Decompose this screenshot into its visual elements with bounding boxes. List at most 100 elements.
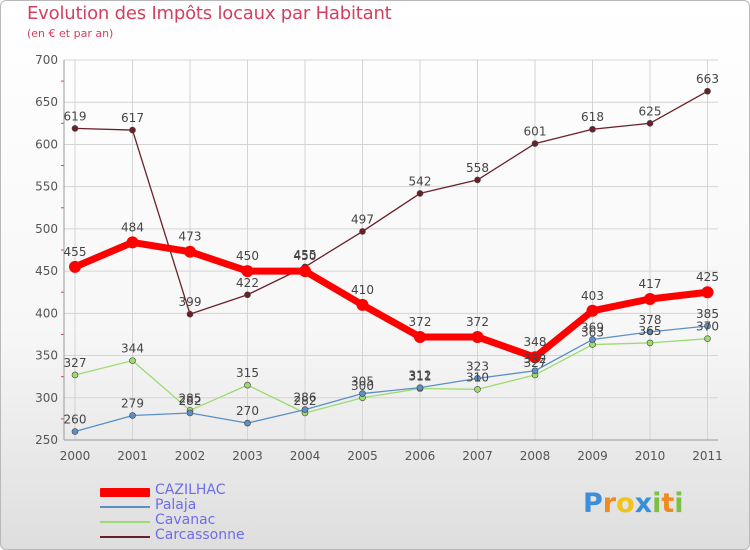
data-label-cavanac: 282 [294,394,317,408]
data-label-palaja: 260 [64,413,87,427]
data-label-carcassonne: 618 [581,110,604,124]
data-label-cazilhac: 473 [179,230,202,244]
data-label-carcassonne: 497 [351,212,374,226]
data-point-carcassonne [531,140,539,147]
data-point-carcassonne [704,87,711,95]
series-line-palaja [74,325,709,433]
logo-letter: P [583,488,603,519]
data-label-cazilhac: 410 [351,283,374,297]
y-tick-label: 400 [35,306,58,320]
data-point-cavanac [704,335,711,342]
data-label-cazilhac: 450 [236,249,259,263]
data-label-cazilhac: 348 [524,335,547,349]
data-point-cazilhac [69,260,81,273]
legend-swatch-carcassonne [100,536,150,538]
data-point-palaja [71,428,79,435]
data-label-carcassonne: 455 [294,248,317,262]
data-point-cavanac [646,339,654,347]
data-point-carcassonne [416,190,424,197]
data-point-palaja [359,390,366,397]
x-tick-label: 2009 [577,449,608,463]
legend-item-carcassonne: Carcassonne [100,527,320,544]
x-tick-label: 2010 [635,449,666,463]
legend-label-cavanac: Cavanac [155,512,216,528]
x-tick-label: 2003 [232,449,263,463]
data-point-cazilhac [586,304,599,317]
data-label-palaja: 286 [294,391,317,405]
data-point-cazilhac [356,298,369,311]
data-point-palaja [704,322,711,330]
logo-letter: x [634,488,653,519]
data-point-cazilhac [414,330,426,343]
data-point-palaja [474,375,481,382]
chart-title: Evolution des Impôts locaux par Habitant [27,3,392,24]
x-tick-label: 2002 [175,449,206,463]
data-point-palaja [186,409,194,417]
data-label-cazilhac: 417 [639,277,662,291]
data-label-carcassonne: 601 [524,125,547,139]
data-label-carcassonne: 558 [466,161,489,175]
data-label-cavanac: 300 [351,379,374,393]
y-tick-label: 350 [35,349,58,363]
data-label-cazilhac: 372 [466,315,489,329]
data-point-cavanac [474,386,481,393]
data-label-cavanac: 310 [466,370,489,384]
data-label-palaja: 385 [696,307,719,321]
data-label-cazilhac: 403 [581,289,604,303]
data-label-cavanac: 363 [581,326,604,340]
data-point-cazilhac [126,236,139,249]
x-tick-label: 2006 [405,449,436,463]
legend-item-palaja: Palaja [100,497,320,514]
data-point-cavanac [71,371,79,379]
data-label-palaja: 279 [121,397,144,411]
logo-letter: o [616,488,635,519]
data-label-cavanac: 344 [121,342,144,356]
data-label-palaja: 369 [581,321,604,335]
data-label-cavanac: 311 [409,369,432,383]
y-tick-label: 300 [35,391,58,405]
y-tick-label: 250 [35,433,58,447]
data-point-palaja [129,412,136,419]
data-point-cazilhac [701,286,714,299]
data-point-carcassonne [474,176,481,184]
logo-letter: r [602,488,617,519]
data-label-cavanac: 327 [64,356,87,370]
data-label-cavanac: 315 [236,366,259,380]
data-label-cazilhac: 425 [696,270,719,284]
data-point-carcassonne [71,125,79,132]
data-label-palaja: 378 [639,313,662,327]
data-label-carcassonne: 617 [121,111,144,125]
x-tick-label: 2000 [60,449,91,463]
data-label-palaja: 332 [524,352,547,366]
data-label-carcassonne: 619 [64,109,87,123]
data-point-palaja [416,384,424,391]
data-point-cavanac [244,381,251,389]
legend-swatch-cavanac [100,521,150,523]
logo-letter: t [661,488,675,519]
legend-item-cazilhac: CAZILHAC [100,482,320,499]
series-line-carcassonne [74,90,709,315]
x-tick-label: 2004 [290,449,321,463]
y-tick-label: 450 [35,264,58,278]
data-label-palaja: 323 [466,359,489,373]
data-point-palaja [301,406,309,413]
data-point-carcassonne [589,125,596,133]
data-label-carcassonne: 663 [696,72,719,86]
series-line-cavanac [74,338,709,414]
legend-label-carcassonne: Carcassonne [155,527,245,543]
legend-swatch-palaja [100,506,150,508]
data-point-cazilhac [299,265,311,278]
y-tick-label: 550 [35,180,58,194]
data-point-palaja [244,419,251,427]
data-label-palaja: 305 [351,375,374,389]
data-label-carcassonne: 399 [179,295,202,309]
data-label-palaja: 270 [236,404,259,418]
chart-subtitle: (en € et par an) [27,27,114,40]
data-label-cazilhac: 450 [294,249,317,263]
data-point-palaja [646,328,654,336]
x-tick-label: 2011 [692,449,723,463]
data-point-palaja [531,367,539,375]
series-layer [69,87,714,435]
